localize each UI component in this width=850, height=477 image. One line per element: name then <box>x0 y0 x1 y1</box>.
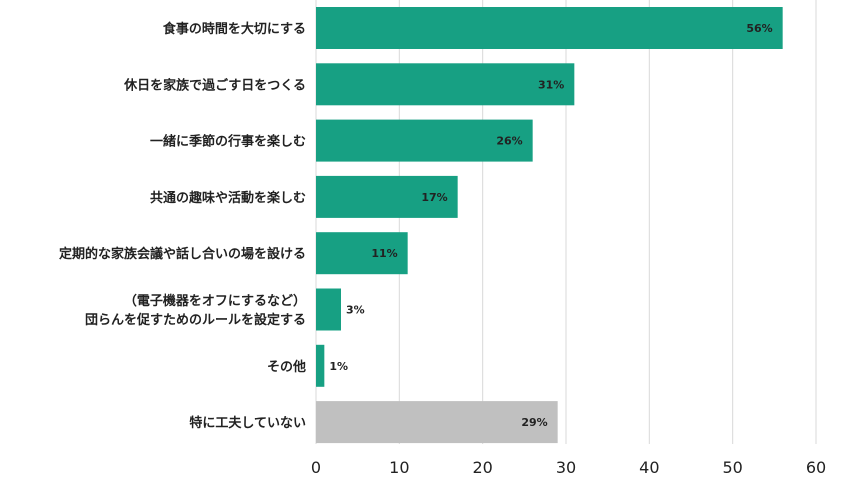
data-label: 17% <box>421 191 447 204</box>
category-label: （電子機器をオフにするなど） <box>124 293 306 309</box>
category-label: その他 <box>267 359 306 375</box>
category-label: 団らんを促すためのルールを設定する <box>85 312 306 328</box>
x-tick-label: 30 <box>556 458 576 477</box>
bar <box>316 401 558 444</box>
bars: 56% 31% 26% 17% 11% 3% 1% 29% <box>316 7 783 444</box>
bar <box>316 119 533 162</box>
data-label: 11% <box>371 247 397 260</box>
bar <box>316 7 783 49</box>
bar <box>316 344 325 387</box>
x-tick-label: 40 <box>639 458 659 477</box>
data-label: 31% <box>538 78 564 91</box>
category-label: 休日を家族で過ごす日をつくる <box>123 77 306 93</box>
category-label: 共通の趣味や活動を楽しむ <box>150 190 306 206</box>
bar <box>316 232 408 275</box>
x-tick-label: 10 <box>389 458 409 477</box>
data-label: 1% <box>329 360 348 373</box>
data-label: 56% <box>746 22 772 35</box>
bar <box>316 175 458 218</box>
bar <box>316 288 341 331</box>
category-label: 一緒に季節の行事を楽しむ <box>150 134 306 150</box>
x-tick-label: 50 <box>722 458 742 477</box>
x-tick-label: 20 <box>472 458 492 477</box>
category-label: 特に工夫していない <box>189 415 306 431</box>
x-tick-label: 60 <box>806 458 826 477</box>
category-label: 食事の時間を大切にする <box>163 21 306 37</box>
x-tick-label: 0 <box>311 458 321 477</box>
category-labels: 食事の時間を大切にする休日を家族で過ごす日をつくる一緒に季節の行事を楽しむ共通の… <box>58 21 306 431</box>
category-label: 定期的な家族会議や話し合いの場を設ける <box>58 246 306 262</box>
x-axis-ticks: 0 10 20 30 40 50 60 <box>311 458 826 477</box>
data-label: 26% <box>496 135 522 148</box>
data-label: 29% <box>521 416 547 429</box>
data-label: 3% <box>346 304 365 317</box>
bar <box>316 63 575 106</box>
